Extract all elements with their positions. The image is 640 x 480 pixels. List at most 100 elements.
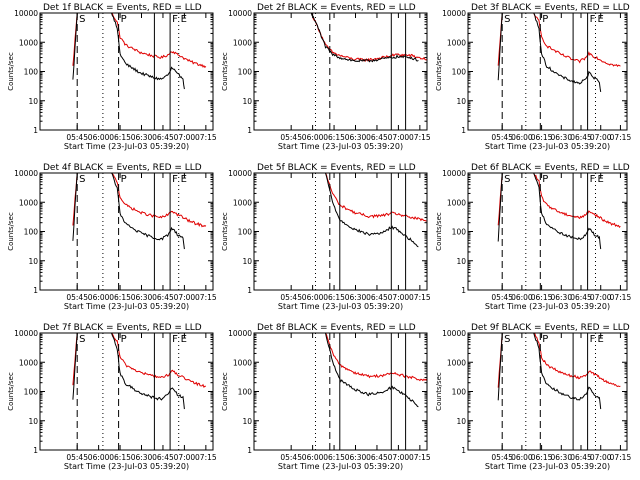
y-axis-label: Counts/sec [7,372,15,411]
events-series-line [72,173,185,250]
x-tick-label: 07:00 [174,133,196,142]
x-tick-label: 05:45 [280,133,302,142]
x-tick-label: 05:45 [491,453,513,462]
event-marker-label: F [590,14,596,25]
x-tick-label: 06:15 [531,293,553,302]
x-tick-label: 06:15 [109,453,131,462]
x-tick-label: 06:30 [345,133,367,142]
event-marker-label: E [597,14,603,25]
x-tick-label: 06:30 [345,453,367,462]
y-tick-label: 1000 [19,198,38,207]
panel-det-6: S P F E11010010001000005:4506:0006:1506:300… [435,163,631,311]
y-tick-label: 10000 [228,169,252,178]
events-series-line [282,333,419,408]
y-axis-label: Counts/sec [435,52,443,91]
x-tick-label: 06:00 [88,453,110,462]
y-tick-label: 1000 [233,38,252,47]
y-tick-label: 10000 [14,9,38,18]
y-tick-label: 10 [28,257,38,266]
lld-series-line [254,13,427,62]
x-axis-label: Start Time (23-Jul-03 05:39:20) [64,462,189,471]
x-tick-label: 05:45 [66,453,88,462]
panel-det-2: 1 10 100 1000 10000 05:45 06:00 06:15 06:30 06:45… [221,3,431,151]
lld-series-line [72,173,207,228]
x-tick-label: 05:45 [280,293,302,302]
x-axis-label: Start Time (23-Jul-03 05:39:20) [485,142,610,151]
x-tick-label: 07:00 [590,133,612,142]
y-tick-label: 1 [247,126,252,135]
y-tick-label: 1000 [447,198,466,207]
y-tick-label: 10000 [442,169,466,178]
event-marker-label: E [181,14,187,25]
x-tick-label: 05:45 [491,133,513,142]
x-tick-label: 07:00 [590,293,612,302]
x-tick-label: 06:15 [323,293,345,302]
x-tick-label: 06:45 [366,133,388,142]
y-tick-label: 1000 [19,358,38,367]
x-tick-label: 07:15 [409,453,431,462]
x-tick-label: 06:15 [531,453,553,462]
x-tick-label: 06:00 [302,293,324,302]
lld-series-line [282,333,427,382]
x-tick-label: 07:15 [195,293,217,302]
y-tick-label: 10 [456,417,466,426]
x-tick-label: 06:15 [109,293,131,302]
lld-series-line [497,13,621,67]
plot-frame [39,332,214,451]
y-tick-label: 10000 [14,169,38,178]
x-tick-label: 07:00 [174,293,196,302]
event-marker-label: P [121,174,127,185]
x-tick-label: 06:45 [366,453,388,462]
x-tick-label: 06:45 [152,293,174,302]
panel-title: Det 5f BLACK = Events, RED = LLD [257,163,416,173]
event-marker-label: P [542,174,548,185]
panel-title: Det 6f BLACK = Events, RED = LLD [471,163,630,173]
x-tick-label: 06:15 [323,453,345,462]
x-tick-label: 07:15 [610,133,632,142]
y-axis-label: Counts/sec [7,212,15,251]
y-tick-label: 10 [28,417,38,426]
x-axis-label: Start Time (23-Jul-03 05:39:20) [485,462,610,471]
x-tick-label: 06:30 [550,453,572,462]
x-tick-label: 06:45 [152,453,174,462]
plot-frame [467,172,628,291]
panel-det-8: 1 10 100 1000 10000 05:45 06:00 06:15 06:30 06:45… [221,323,431,471]
x-axis-label: Start Time (23-Jul-03 05:39:20) [278,462,403,471]
y-tick-label: 1000 [447,38,466,47]
y-tick-label: 1 [461,446,466,455]
plot-frame [253,172,428,291]
event-marker-label: E [181,334,187,345]
x-tick-label: 06:00 [88,133,110,142]
event-marker-label: E [597,334,603,345]
x-tick-label: 07:00 [388,453,410,462]
x-tick-label: 06:30 [550,133,572,142]
x-tick-label: 06:30 [345,293,367,302]
panel-title: Det 4f BLACK = Events, RED = LLD [43,163,202,173]
y-tick-label: 100 [238,228,253,237]
y-tick-label: 10 [456,257,466,266]
y-tick-label: 1 [33,286,38,295]
event-marker-label: S [79,334,85,345]
events-series-line [497,13,602,92]
event-marker-label: P [121,334,127,345]
event-marker-label: S [79,14,85,25]
events-series-line [497,173,602,250]
y-tick-label: 10 [242,97,252,106]
x-axis-label: Start Time (23-Jul-03 05:39:20) [278,302,403,311]
events-series-line [497,333,602,410]
x-tick-label: 07:15 [195,133,217,142]
x-tick-label: 06:30 [131,453,153,462]
y-axis-label: Counts/sec [7,52,15,91]
event-marker-label: P [542,14,548,25]
y-tick-label: 10 [242,257,252,266]
x-tick-label: 07:00 [174,453,196,462]
y-tick-label: 1000 [233,198,252,207]
x-axis-label: Start Time (23-Jul-03 05:39:20) [64,142,189,151]
lld-series-line [497,333,621,388]
x-tick-label: 06:00 [511,453,533,462]
x-tick-label: 07:15 [195,453,217,462]
x-tick-label: 06:45 [570,293,592,302]
y-tick-label: 1 [247,286,252,295]
